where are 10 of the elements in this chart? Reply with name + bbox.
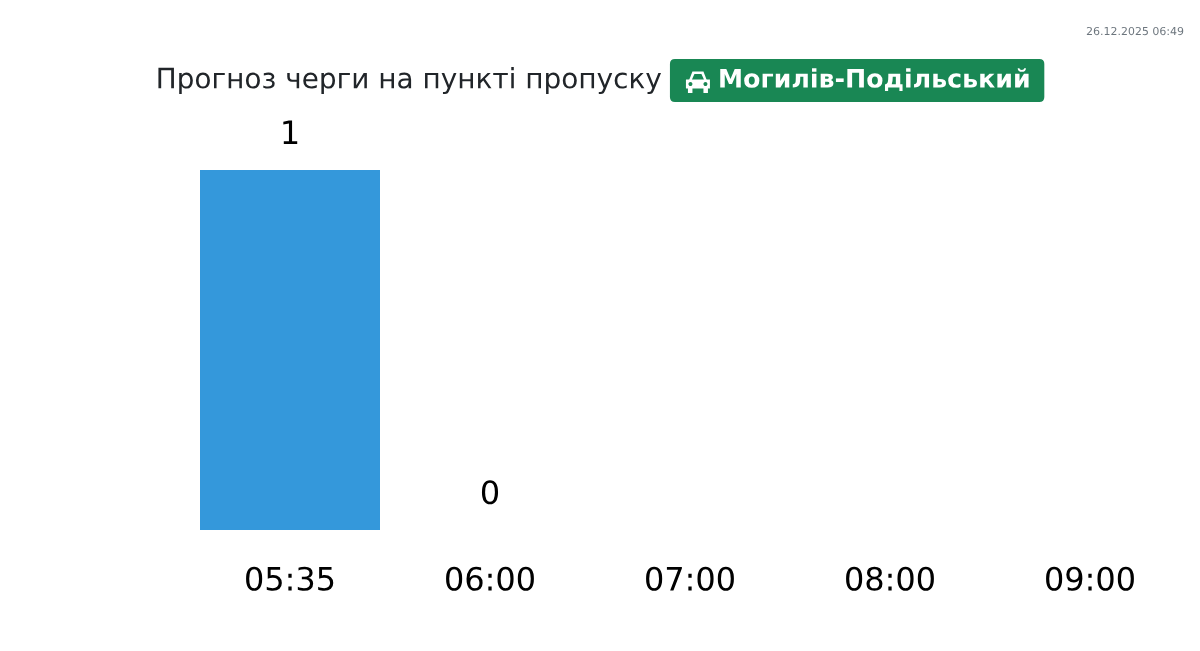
x-tick-label: 07:00	[646, 566, 734, 591]
x-tick-label: 09:00	[1046, 566, 1134, 591]
data-label: 1	[283, 120, 298, 144]
text: 26.12.2025 06:49	[1086, 26, 1184, 36]
x-tick-label: 06:00	[446, 566, 534, 591]
data-label: 0	[481, 480, 499, 505]
chart-title: Прогноз черги на пункті пропуску	[158, 66, 662, 95]
chart-subtitle: Могилів-Подільський	[720, 68, 1029, 91]
x-tick-label: 08:00	[846, 566, 934, 591]
x-tick-label: 05:35	[246, 566, 334, 591]
